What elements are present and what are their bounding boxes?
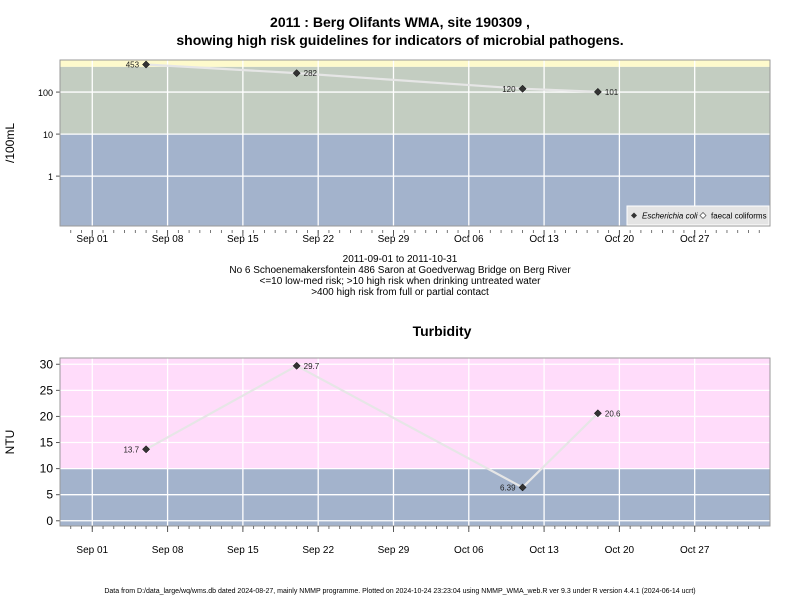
- risk-band-1-0: [60, 468, 770, 526]
- y-tick-label: 0: [46, 514, 53, 528]
- x-tick-label: Sep 22: [302, 234, 334, 245]
- y-tick-label: 10: [40, 462, 54, 476]
- data-point: [292, 69, 301, 78]
- chart-title-line2: showing high risk guidelines for indicat…: [176, 32, 624, 48]
- data-label: 29.7: [304, 362, 320, 371]
- x-tick-label: Oct 27: [680, 545, 710, 556]
- data-label: 20.6: [605, 409, 621, 418]
- x-tick-label: Oct 20: [605, 234, 635, 245]
- x-tick-label: Sep 01: [76, 545, 108, 556]
- legend-box: [626, 205, 770, 226]
- y-axis-title: NTU: [3, 430, 17, 455]
- x-tick-label: Sep 29: [378, 234, 410, 245]
- x-tick-label: Oct 27: [680, 234, 710, 245]
- data-label: 120: [502, 85, 516, 94]
- data-point: [142, 445, 151, 454]
- data-label: 282: [304, 69, 318, 78]
- data-point: [593, 87, 602, 96]
- legend-label-ecoli: Escherichia coli: [642, 212, 698, 221]
- data-point: [292, 361, 301, 370]
- legend-marker-faecal: [699, 212, 707, 219]
- y-tick-label: 5: [46, 488, 53, 502]
- data-label: 453: [126, 61, 140, 70]
- legend-label-faecal: faecal coliforms: [711, 212, 767, 221]
- panel-title: Turbidity: [413, 323, 472, 339]
- y-tick-label: 20: [40, 409, 54, 423]
- caption-site: No 6 Schoenemakersfontein 486 Saron at G…: [229, 265, 571, 276]
- x-tick-label: Sep 15: [227, 234, 259, 245]
- data-point: [518, 483, 527, 492]
- x-tick-label: Sep 22: [302, 545, 334, 556]
- x-tick-label: Sep 29: [378, 545, 410, 556]
- data-label: 101: [605, 88, 619, 97]
- x-tick-label: Oct 13: [529, 545, 559, 556]
- x-tick-label: Sep 15: [227, 545, 259, 556]
- y-tick-label: 30: [40, 357, 54, 371]
- y-tick-label: 25: [40, 383, 54, 397]
- chart-title-line1: 2011 : Berg Olifants WMA, site 190309 ,: [270, 14, 530, 30]
- plot-frame: [59, 59, 771, 227]
- risk-band-1-1: [60, 358, 770, 469]
- y-tick-label: 1: [48, 172, 53, 182]
- y-axis-title: /100mL: [3, 123, 17, 163]
- x-tick-label: Oct 06: [454, 234, 484, 245]
- series-line: [145, 63, 598, 93]
- footer-note: Data from D:/data_large/wq/wms.db dated …: [104, 588, 696, 595]
- x-tick-label: Oct 13: [529, 234, 559, 245]
- risk-band-0-2: [60, 60, 770, 67]
- data-label: 13.7: [123, 445, 139, 454]
- data-point: [518, 84, 527, 93]
- y-tick-label: 15: [40, 436, 54, 450]
- x-tick-label: Oct 06: [454, 545, 484, 556]
- y-tick-label: 10: [43, 130, 53, 140]
- data-point: [142, 60, 151, 69]
- x-tick-label: Sep 08: [152, 545, 184, 556]
- legend-marker-ecoli: [631, 212, 637, 219]
- x-tick-label: Oct 20: [605, 545, 635, 556]
- caption-date-range: 2011-09-01 to 2011-10-31: [342, 254, 458, 265]
- x-tick-label: Sep 01: [76, 234, 108, 245]
- data-label: 6.39: [500, 483, 516, 492]
- y-tick-label: 100: [38, 88, 53, 98]
- caption-risk-contact: >400 high risk from full or partial cont…: [311, 287, 489, 298]
- x-tick-label: Sep 08: [152, 234, 184, 245]
- risk-band-0-1: [60, 66, 770, 135]
- data-point: [593, 409, 602, 418]
- series-line: [145, 364, 599, 489]
- caption-risk-drinking: <=10 low-med risk; >10 high risk when dr…: [259, 276, 541, 287]
